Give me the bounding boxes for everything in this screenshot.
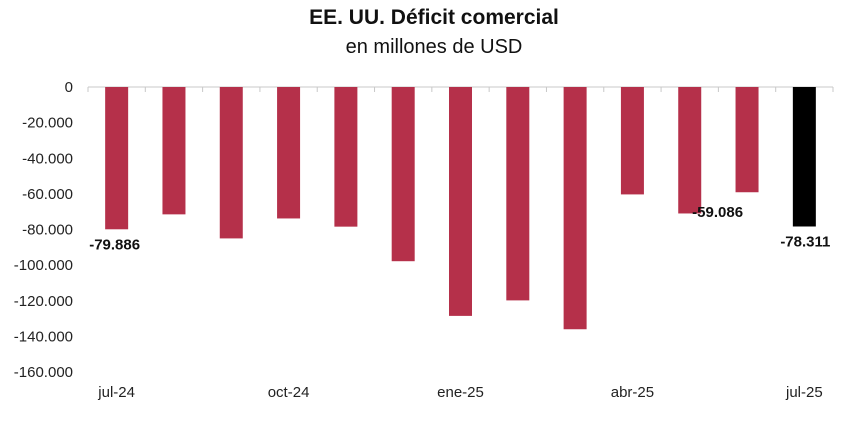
- y-tick-label: -20.000: [22, 115, 73, 132]
- bar-jul-25: [793, 87, 816, 226]
- data-label-jul-25: -78.311: [780, 233, 830, 250]
- bar-sep-24: [220, 87, 243, 238]
- bar-jul-24: [105, 87, 128, 229]
- bar-ago-24: [162, 87, 185, 214]
- bar-nov-24: [334, 87, 357, 227]
- y-tick-label: -40.000: [22, 150, 73, 167]
- y-tick-label: -60.000: [22, 186, 73, 203]
- data-label-jun-25: -59.086: [692, 204, 743, 221]
- y-tick-label: -160.000: [14, 364, 73, 381]
- x-tick-label: jul-24: [97, 384, 135, 401]
- bar-dic-24: [392, 87, 415, 261]
- data-label-jul-24: -79.886: [89, 236, 140, 253]
- y-tick-label: -120.000: [14, 293, 73, 310]
- bar-feb-25: [506, 87, 529, 300]
- bar-abr-25: [621, 87, 644, 194]
- bar-chart: 0 -20.000 -40.000 -60.000 -80.000 -100.000 -12…: [0, 0, 868, 433]
- x-tick-label: ene-25: [437, 384, 484, 401]
- x-tick-label: abr-25: [611, 384, 654, 401]
- x-tick-label: jul-25: [785, 384, 823, 401]
- y-tick-label: -100.000: [14, 257, 73, 274]
- y-tick-label: 0: [65, 79, 73, 96]
- y-tick-label: -80.000: [22, 222, 73, 239]
- bar-jun-25: [736, 87, 759, 192]
- bar-ene-25: [449, 87, 472, 316]
- y-tick-label: -140.000: [14, 328, 73, 345]
- bar-oct-24: [277, 87, 300, 218]
- bar-mar-25: [564, 87, 587, 329]
- x-tick-label: oct-24: [268, 384, 310, 401]
- bar-may-25: [678, 87, 701, 213]
